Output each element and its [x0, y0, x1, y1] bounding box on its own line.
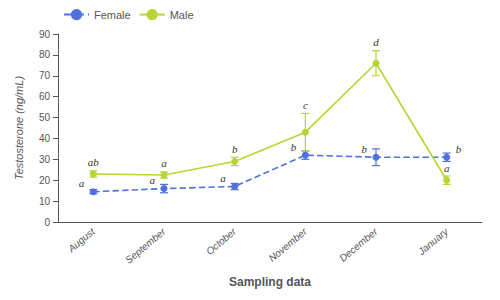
- svg-text:50: 50: [39, 112, 51, 123]
- svg-text:a: a: [220, 172, 226, 184]
- svg-text:20: 20: [39, 175, 51, 186]
- svg-text:October: October: [204, 225, 239, 257]
- svg-text:a: a: [79, 177, 85, 189]
- svg-text:November: November: [266, 225, 309, 264]
- svg-text:a: a: [444, 162, 450, 174]
- svg-text:Sampling data: Sampling data: [229, 275, 311, 289]
- svg-text:d: d: [373, 36, 379, 48]
- svg-text:60: 60: [39, 91, 51, 102]
- svg-text:a: a: [161, 157, 167, 169]
- svg-text:90: 90: [39, 29, 51, 40]
- svg-text:January: January: [415, 225, 451, 258]
- svg-text:August: August: [65, 225, 98, 255]
- svg-text:70: 70: [39, 70, 51, 81]
- svg-text:Female: Female: [94, 9, 131, 21]
- svg-text:a: a: [150, 174, 156, 186]
- svg-text:b: b: [232, 143, 238, 155]
- svg-text:b: b: [362, 143, 368, 155]
- svg-text:80: 80: [39, 49, 51, 60]
- svg-text:c: c: [303, 99, 308, 111]
- svg-text:b: b: [291, 141, 297, 153]
- svg-text:Male: Male: [170, 9, 194, 21]
- svg-text:September: September: [123, 225, 168, 265]
- svg-text:0: 0: [44, 217, 50, 228]
- svg-text:30: 30: [39, 154, 51, 165]
- svg-text:December: December: [337, 225, 380, 264]
- svg-text:ab: ab: [88, 156, 100, 168]
- svg-text:b: b: [456, 143, 462, 155]
- svg-text:40: 40: [39, 133, 51, 144]
- svg-text:Testosterone (ng/mL): Testosterone (ng/mL): [13, 76, 25, 180]
- svg-text:10: 10: [39, 196, 51, 207]
